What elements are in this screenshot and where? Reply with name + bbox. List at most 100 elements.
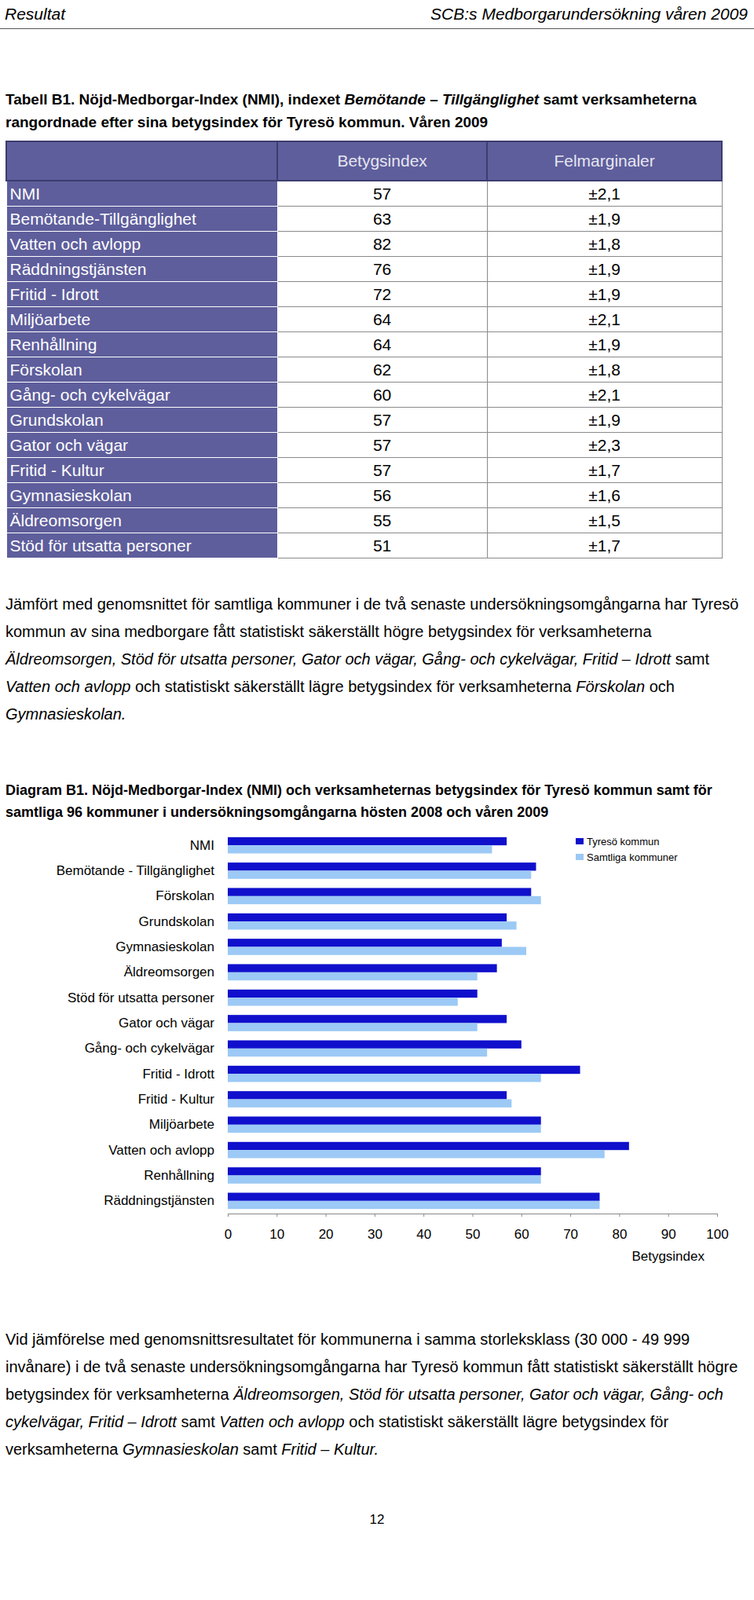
table-row: Gator och vägar57±2,3 [6,432,722,458]
x-axis: 0102030405060708090100 [224,1213,729,1242]
text-run: Jämfört med genomsnittet för samtliga ko… [5,595,739,641]
bar [227,1116,542,1124]
table-row: Gång- och cykelvägar60±2,1 [6,382,722,408]
row-label: Stöd för utsatta personer [6,533,278,559]
header-left: Resultat [4,4,66,24]
tick-mark [374,1213,376,1217]
cell: ±1,7 [486,457,722,484]
text-run: Gymnasieskolan [122,1440,239,1458]
table-row: Bemötande-Tillgänglighet63±1,9 [6,206,722,232]
tick: 50 [465,1213,481,1242]
tick: 90 [661,1213,677,1242]
bar [227,1149,605,1158]
cell: 64 [277,332,487,358]
bar [227,972,478,981]
cell: 55 [277,508,487,534]
table-row: Räddningstjänsten76±1,9 [6,256,722,282]
bar [227,1124,542,1133]
table-row: Fritid - Kultur57±1,7 [6,457,722,484]
cell: 76 [277,256,487,282]
tick: Miljöarbete [149,1116,215,1132]
bar [227,1023,478,1032]
row-label: Fritid - Kultur [6,457,278,484]
tick: 30 [367,1213,383,1242]
bar [227,845,492,853]
table-row: Äldreomsorgen55±1,5 [6,508,722,534]
tick-label: Räddningstjänsten [103,1193,215,1208]
legend-item: Samtliga kommuner [575,851,678,864]
bars [227,837,630,1209]
legend-swatch [575,853,584,861]
cell: ±1,7 [486,533,722,559]
tick-mark [276,1213,278,1217]
tick: Bemötande - Tillgänglighet [56,863,216,879]
cell: ±1,9 [486,407,722,433]
cell: ±1,5 [486,508,722,534]
cell: 72 [277,281,487,308]
legend-swatch [575,838,584,845]
tick: 60 [514,1213,530,1242]
legend-label: Samtliga kommuner [586,851,678,864]
tick: 100 [706,1213,729,1242]
axis-line [228,1214,718,1218]
tick-label: Gator och vägar [118,1015,215,1031]
text-run: samt [238,1440,282,1458]
table: BetygsindexFelmarginalerNMI57±2,1Bemötan… [5,140,723,559]
text-run: Tillgänglighet [442,91,539,108]
table-row: Renhållning64±1,9 [6,332,722,358]
row-label: Räddningstjänsten [6,256,278,282]
text-run: Förskolan [575,677,645,696]
cell: ±2,1 [486,307,722,333]
table-row: NMI57±2,1 [6,180,722,207]
row-label: Förskolan [6,357,278,383]
bar [227,1192,600,1201]
tick-label: 90 [661,1226,677,1242]
bar [227,1065,581,1074]
tick: Räddningstjänsten [103,1193,215,1208]
legend: Tyresö kommun Samtliga kommuner [575,835,678,864]
cell: 63 [277,206,487,232]
cell: ±1,9 [486,332,722,358]
text-run: samt [176,1412,220,1431]
table-row: Förskolan62±1,8 [6,357,722,383]
cell: ±1,9 [486,256,722,282]
table-row: Vatten och avlopp82±1,8 [6,231,722,257]
tick: Stöd för utsatta personer [67,990,215,1006]
tick: Renhållning [143,1167,215,1183]
text-run: och statistiskt säkerställt lägre betygs… [130,677,576,696]
bar [227,997,458,1006]
bar [227,837,507,846]
bar [227,1073,542,1082]
tick-label: 70 [563,1226,579,1242]
cell: ±1,6 [486,483,722,509]
tick: 80 [611,1213,627,1242]
text-run: Fritid – Kultur. [281,1440,379,1458]
cell: 57 [277,457,487,484]
tick-mark [472,1213,474,1217]
tick: Grundskolan [139,914,215,930]
cell: ±1,8 [486,357,722,383]
tick: Gator och vägar [118,1015,215,1031]
tick-label: Gymnasieskolan [115,939,215,955]
tick-label: Bemötande - Tillgänglighet [56,863,216,879]
tick: 10 [269,1213,285,1242]
text-run: – [425,91,443,108]
header-cell: Felmarginaler [486,141,722,181]
bar [227,887,531,896]
cell: 57 [277,407,487,433]
row-label: Renhållning [6,332,278,358]
row-label: Vatten och avlopp [6,231,278,257]
paragraph: Vid jämförelse med genomsnittsresultatet… [5,1325,751,1464]
legend-item: Tyresö kommun [575,835,659,848]
bar [227,963,498,972]
text-run: Tabell B1. Nöjd-Medborgar-Index (NMI), i… [5,91,345,108]
bar [227,921,517,930]
text-run: Bemötande [344,91,425,108]
page-number: 12 [0,1511,754,1528]
bar [227,1090,507,1099]
bar [227,947,527,956]
cell: 51 [277,533,487,559]
tick-label: 20 [318,1226,334,1242]
cell: 57 [277,180,487,207]
tick-label: Fritid - Kultur [138,1091,216,1107]
